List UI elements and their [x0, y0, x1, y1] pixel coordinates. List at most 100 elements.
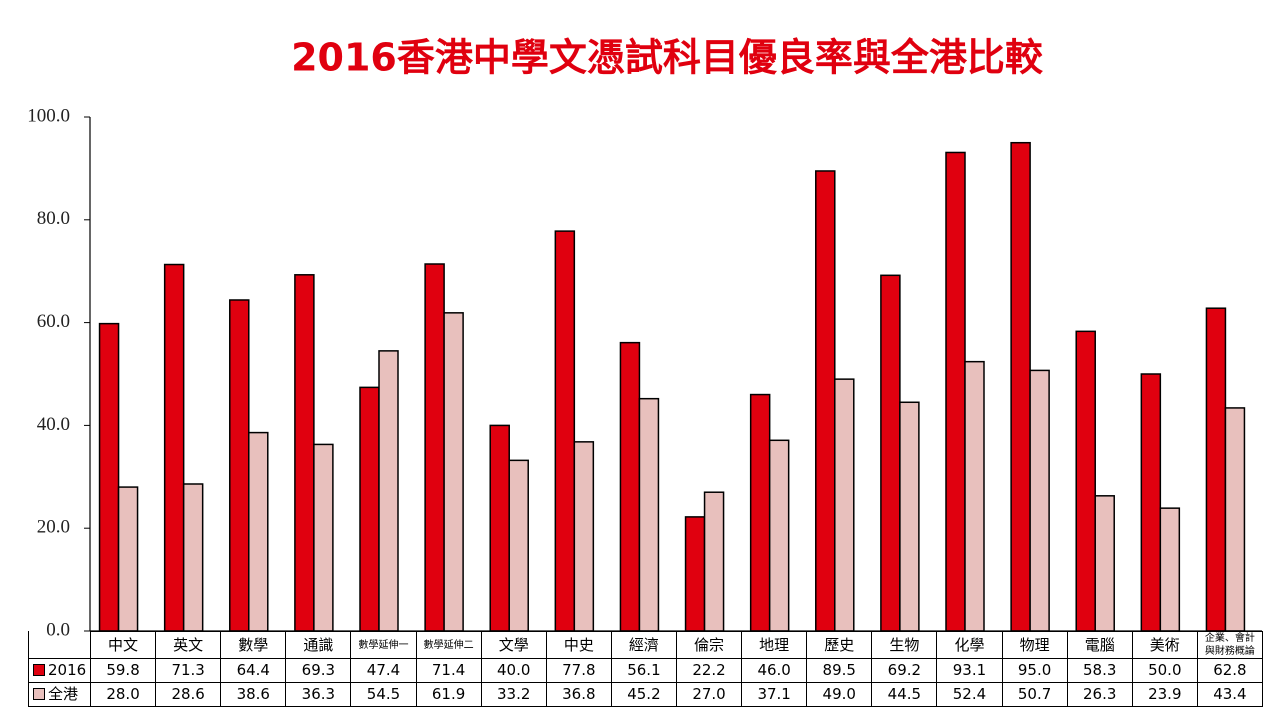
data-label: 58.3	[1066, 658, 1133, 683]
data-label: 43.4	[1196, 682, 1263, 707]
y-tick-label: 40.0	[37, 414, 70, 435]
data-label: 56.1	[610, 658, 677, 683]
x-tick-label: 電腦	[1066, 631, 1133, 659]
data-label: 45.2	[610, 682, 677, 707]
bar	[768, 439, 790, 632]
series-row: 2016 59.8 71.3 64.4 69.3 47.4 71.4 40.0 77.8 56.1…	[28, 658, 1263, 683]
bar	[815, 170, 836, 632]
data-label: 69.3	[285, 658, 352, 683]
bar	[508, 459, 529, 632]
chart-title: 2016香港中學文憑試科目優良率與全港比較	[291, 36, 1044, 80]
table-corner	[28, 631, 91, 659]
y-tick-label: 60.0	[37, 311, 70, 332]
x-tick-label: 數學	[220, 631, 287, 659]
legend-entry: 全港	[28, 682, 91, 707]
bar	[313, 443, 334, 632]
category-row: 中文 英文 數學 通識 數學延伸一 數學延伸二 文學 中史 經濟 倫宗 地理 歷史 生物 化學 物理 電腦 美術…	[28, 631, 1263, 659]
x-tick-label: 企業、會計與財務概論	[1196, 631, 1263, 659]
bar	[703, 491, 725, 632]
x-tick-label: 生物	[871, 631, 938, 659]
bar	[182, 483, 204, 632]
bar	[229, 299, 250, 632]
legend-entry: 2016	[28, 658, 91, 683]
bar	[638, 397, 660, 632]
bar	[378, 350, 399, 632]
data-label: 77.8	[545, 658, 612, 683]
data-label: 28.6	[155, 682, 222, 707]
x-tick-label: 文學	[480, 631, 547, 659]
data-label: 44.5	[871, 682, 938, 707]
data-label: 37.1	[741, 682, 808, 707]
x-tick-label: 美術	[1131, 631, 1198, 659]
bar	[899, 401, 920, 632]
bar	[98, 322, 120, 632]
bar	[573, 441, 595, 632]
x-tick-label: 歷史	[806, 631, 873, 659]
data-label: 49.0	[806, 682, 873, 707]
y-tick-label: 20.0	[37, 517, 70, 538]
data-label: 71.4	[415, 658, 482, 683]
x-tick-label: 化學	[936, 631, 1003, 659]
data-label: 40.0	[480, 658, 547, 683]
x-tick-label: 中史	[545, 631, 612, 659]
x-tick-label: 通識	[285, 631, 352, 659]
bar	[619, 341, 641, 632]
bar	[1159, 507, 1181, 632]
data-table: 中文 英文 數學 通識 數學延伸一 數學延伸二 文學 中史 經濟 倫宗 地理 歷史 生物 化學 物理 電腦 美術…	[28, 631, 1263, 707]
x-tick-label: 中文	[89, 631, 157, 659]
bar	[1205, 307, 1227, 632]
bar	[443, 312, 464, 632]
data-label: 36.8	[545, 682, 612, 707]
bar	[1224, 407, 1246, 632]
x-tick-label: 倫宗	[675, 631, 743, 659]
bar	[749, 393, 771, 632]
data-label: 71.3	[155, 658, 222, 683]
x-tick-label: 物理	[1001, 631, 1068, 659]
legend-swatch	[33, 688, 45, 700]
data-label: 47.4	[350, 658, 417, 683]
bar	[294, 274, 315, 632]
data-label: 89.5	[806, 658, 873, 683]
bar	[1029, 369, 1050, 632]
bar	[945, 151, 966, 632]
data-label: 38.6	[220, 682, 287, 707]
data-label: 28.0	[89, 682, 157, 707]
data-label: 26.3	[1066, 682, 1133, 707]
bar	[248, 431, 269, 632]
bar	[424, 263, 445, 632]
data-label: 52.4	[936, 682, 1003, 707]
bar	[359, 386, 380, 632]
bar	[1140, 373, 1162, 632]
x-tick-label: 經濟	[610, 631, 677, 659]
data-label: 61.9	[415, 682, 482, 707]
bar	[834, 378, 855, 632]
bar	[1010, 141, 1031, 632]
data-label: 54.5	[350, 682, 417, 707]
data-label: 46.0	[741, 658, 808, 683]
data-label: 64.4	[220, 658, 287, 683]
data-label: 50.0	[1131, 658, 1198, 683]
y-tick-label: 80.0	[37, 208, 70, 229]
data-label: 62.8	[1196, 658, 1263, 683]
x-tick-label: 數學延伸二	[415, 631, 482, 659]
bar	[684, 516, 706, 632]
legend-label: 2016	[48, 661, 87, 679]
bar	[1075, 330, 1096, 632]
series-row: 全港 28.0 28.6 38.6 36.3 54.5 61.9 33.2 36.8 45.2 27…	[28, 682, 1263, 707]
data-label: 50.7	[1001, 682, 1068, 707]
bar	[117, 486, 139, 632]
data-label: 27.0	[675, 682, 743, 707]
data-label: 93.1	[936, 658, 1003, 683]
data-label: 59.8	[89, 658, 157, 683]
bar	[964, 360, 985, 632]
data-label: 69.2	[871, 658, 938, 683]
y-tick-label: 100.0	[27, 105, 70, 126]
bar	[489, 424, 510, 632]
legend-label: 全港	[48, 685, 79, 703]
data-label: 36.3	[285, 682, 352, 707]
data-label: 95.0	[1001, 658, 1068, 683]
data-label: 22.2	[675, 658, 743, 683]
x-tick-label: 數學延伸一	[350, 631, 417, 659]
bar	[554, 230, 576, 632]
